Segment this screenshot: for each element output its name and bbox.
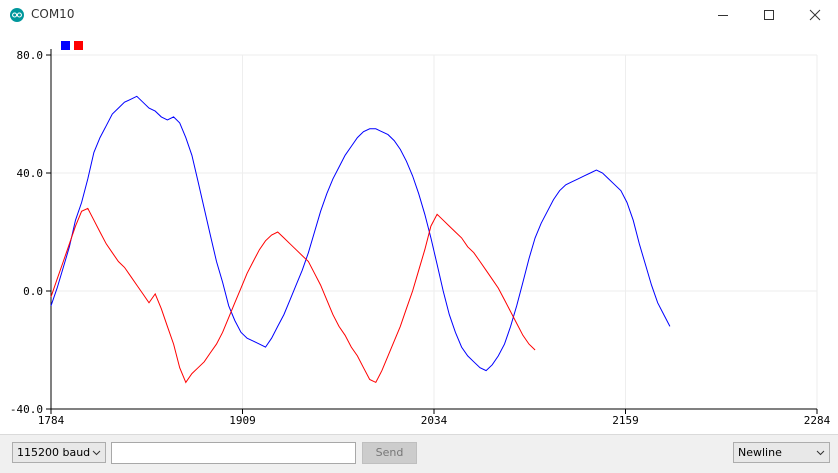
close-icon — [809, 9, 821, 21]
minimize-icon — [718, 15, 728, 16]
chevron-down-icon — [816, 450, 825, 456]
line-ending-select[interactable]: Newline — [733, 442, 830, 463]
y-tick-label: 0.0 — [23, 285, 43, 298]
x-tick-label: 2159 — [612, 414, 639, 427]
series-line-1 — [50, 95, 671, 372]
close-button[interactable] — [792, 0, 838, 30]
maximize-icon — [764, 10, 774, 20]
x-tick-label: 2034 — [421, 414, 448, 427]
message-input[interactable] — [111, 442, 356, 464]
bottom-toolbar: 115200 baud Send Newline — [0, 434, 838, 473]
line-ending-value: Newline — [738, 446, 782, 459]
serial-plotter: 80.0 40.0 0.0 -40.0 1784 1909 2034 2159 2284 — [0, 30, 838, 434]
y-tick-label: 80.0 — [17, 49, 44, 62]
x-tick-label: 1784 — [38, 414, 65, 427]
x-tick-label: 1909 — [229, 414, 256, 427]
legend-swatch-2 — [74, 41, 83, 50]
arduino-app-icon — [10, 8, 24, 22]
window-title: COM10 — [31, 7, 75, 21]
series-line-2 — [50, 207, 536, 384]
y-tick-label: 40.0 — [17, 167, 44, 180]
baud-rate-value: 115200 baud — [17, 446, 91, 459]
baud-rate-select[interactable]: 115200 baud — [12, 442, 106, 463]
y-tick-label: -40.0 — [10, 403, 43, 416]
x-tick-label: 2284 — [804, 414, 831, 427]
legend-swatch-1 — [61, 41, 70, 50]
maximize-button[interactable] — [746, 0, 792, 30]
title-bar: COM10 — [0, 0, 838, 31]
send-button[interactable]: Send — [362, 442, 417, 464]
chevron-down-icon — [92, 450, 101, 456]
minimize-button[interactable] — [700, 0, 746, 30]
